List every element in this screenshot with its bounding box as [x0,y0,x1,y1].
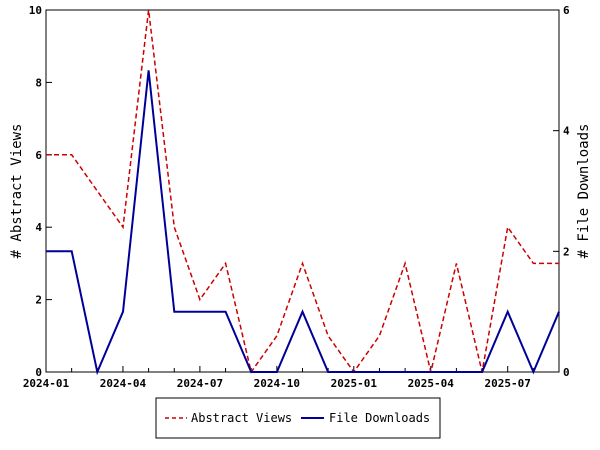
series-line-file-downloads [46,70,560,376]
legend-label-abstract-views: Abstract Views [191,411,292,425]
legend-box [155,397,441,439]
right-y-tick-label: 4 [563,125,570,138]
legend-label-file-downloads: File Downloads [329,411,430,425]
x-tick-label: 2024-01 [23,377,70,390]
left-y-tick-label: 4 [35,221,42,234]
x-tick-label: 2024-04 [100,377,147,390]
left-y-tick-label: 10 [29,4,42,17]
series-line-abstract-views [46,9,559,374]
x-axis: 2024-01 2024-04 2024-07 2024-10 2025-01 2025-… [23,366,560,390]
left-y-tick-label: 2 [35,294,42,307]
x-tick-label: 2025-04 [408,377,455,390]
x-tick-label: 2024-07 [177,377,223,390]
plot-area [45,9,560,373]
left-axis-title: # Abstract Views [9,124,25,259]
left-y-tick-label: 0 [35,366,42,379]
right-y-tick-label: 2 [563,245,570,258]
right-y-tick-label: 0 [563,366,570,379]
right-axis-title: # File Downloads [576,124,592,259]
left-y-tick-label: 8 [35,76,42,89]
legend: Abstract Views File Downloads [155,397,441,439]
left-y-axis: 0 2 4 6 8 10 [29,4,52,379]
series-layer [46,9,560,376]
x-tick-label: 2025-01 [331,377,378,390]
right-y-tick-label: 6 [563,4,570,17]
left-y-tick-label: 6 [35,149,42,162]
x-tick-label: 2024-10 [254,377,300,390]
x-tick-label: 2025-07 [485,377,531,390]
right-y-axis: 0 2 4 6 [553,4,570,379]
